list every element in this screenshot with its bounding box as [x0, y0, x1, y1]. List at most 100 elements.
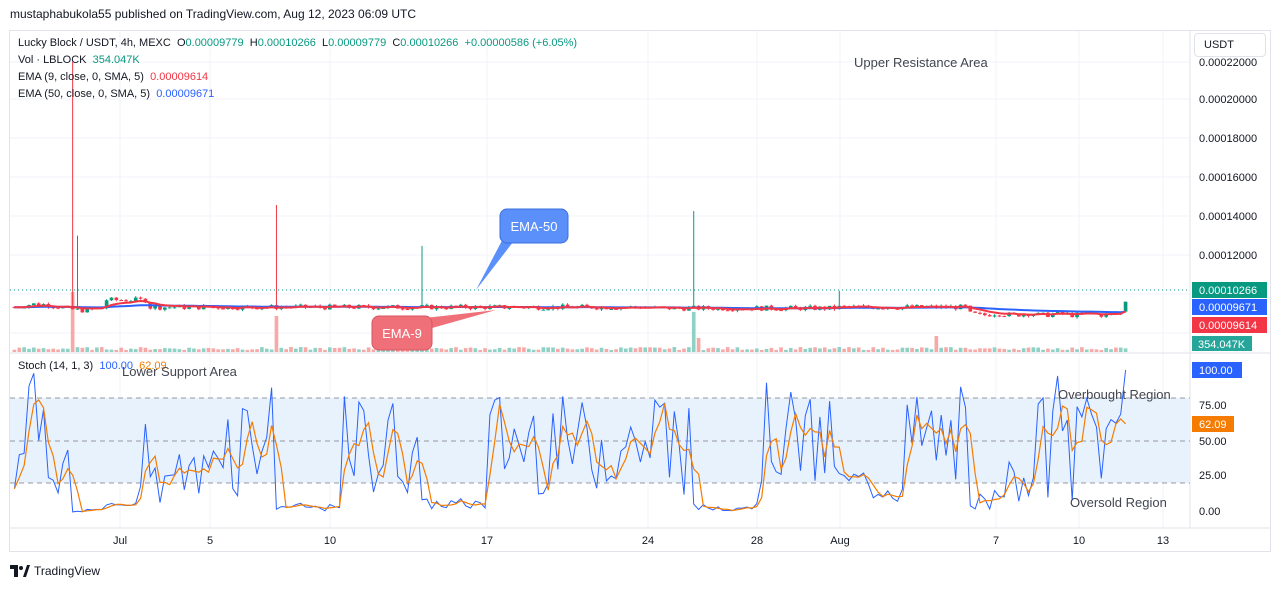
volume-bar [784, 349, 788, 352]
legend-ohlc-row: Lucky Block / USDT, 4h, MEXC O0.00009779… [18, 35, 577, 52]
candle-body [298, 304, 303, 306]
candle-body [788, 305, 793, 308]
volume-bar [289, 347, 293, 352]
volume-bar [594, 349, 599, 352]
candle-body [163, 307, 167, 310]
volume-bar [425, 349, 429, 352]
candle-body [1099, 313, 1104, 317]
stoch-k-value: 100.00 [99, 360, 133, 372]
candle-body [133, 297, 138, 302]
volume-bar [890, 349, 895, 352]
volume-bar [648, 347, 652, 352]
volume-bar [682, 348, 686, 352]
volume-bar [895, 349, 900, 352]
volume-bar [313, 347, 318, 352]
volume-bar [337, 347, 342, 352]
volume-bar [70, 292, 75, 352]
volume-bar [609, 349, 614, 352]
volume-bar [900, 347, 905, 352]
volume-bar [944, 347, 948, 352]
volume-bar [769, 347, 774, 352]
volume-bar [56, 349, 60, 352]
price-axis: 0.00022000 0.00020000 0.00018000 0.00016… [1199, 57, 1257, 262]
volume-bar [1050, 349, 1055, 352]
volume-bar [298, 347, 303, 352]
publish-caption: mustaphabukola55 published on TradingVie… [10, 7, 417, 21]
volume-bar [856, 347, 861, 352]
candle-body [124, 300, 128, 302]
upper-resistance-label: Upper Resistance Area [854, 55, 988, 70]
volume-bar [735, 347, 740, 352]
volume-badge: 354.047K [1198, 339, 1246, 351]
volume-bar [206, 347, 211, 352]
candle-body [1002, 316, 1007, 318]
oversold-label: Oversold Region [1070, 495, 1167, 510]
volume-bar [119, 347, 123, 352]
volume-bar [687, 347, 691, 352]
candle-body [1104, 313, 1108, 317]
volume-bar [759, 349, 764, 352]
volume-bar [167, 348, 172, 352]
volume-bar [444, 349, 449, 352]
volume-bar [643, 347, 648, 352]
stoch-level-lines [10, 397, 1190, 484]
volume-bar [1036, 347, 1041, 352]
volume-bar [560, 347, 565, 352]
volume-bar [832, 348, 837, 352]
volume-bar [177, 349, 182, 352]
time-tick: 10 [324, 535, 336, 547]
volume-bar [327, 347, 332, 352]
stoch-d-line [13, 398, 1127, 513]
candle-body [1055, 311, 1060, 314]
candle-body [235, 309, 240, 311]
legend-ema9-label: EMA (9, close, 0, SMA, 5) [18, 71, 144, 83]
currency-button[interactable]: USDT [1194, 33, 1266, 57]
ema9-callout: EMA-9 [371, 310, 496, 351]
volume-bar [201, 348, 206, 352]
volume-bar [638, 347, 643, 352]
volume-bar [963, 347, 968, 352]
volume-bar [172, 348, 177, 352]
volume-bar [978, 348, 982, 352]
volume-bar [788, 347, 793, 352]
volume-bar [255, 349, 259, 352]
volume-bar [871, 347, 876, 352]
time-tick: 17 [481, 535, 493, 547]
candle-body [910, 305, 914, 308]
price-tick: 0.00020000 [1199, 94, 1257, 106]
volume-bar [808, 347, 813, 352]
volume-bar [85, 347, 90, 352]
volume-bar [245, 349, 250, 352]
footer-brand[interactable]: TradingView [10, 564, 100, 578]
volume-bar [754, 348, 759, 352]
volume-bar [667, 348, 672, 352]
volume-bar [473, 348, 478, 352]
time-tick: 28 [751, 535, 763, 547]
volume-bar [1046, 348, 1050, 352]
candle-body [405, 309, 410, 311]
volume-bar [1017, 349, 1021, 352]
volume-bar [793, 349, 798, 352]
legend-c-value: 0.00010266 [400, 37, 459, 49]
volume-bar [1031, 347, 1036, 352]
time-tick: 7 [993, 535, 999, 547]
volume-bar [502, 349, 507, 352]
volume-bar [36, 348, 41, 352]
volume-bar [852, 348, 856, 352]
candle-body [158, 305, 162, 310]
volume-bar [983, 348, 987, 352]
volume-bar [885, 349, 890, 352]
legend-vol-label: Vol · LBLOCK [18, 54, 87, 66]
volume-bar [376, 348, 381, 352]
candle-body [609, 308, 614, 310]
candle-body [565, 304, 570, 307]
volume-bar [32, 347, 36, 352]
candle-body [376, 308, 381, 310]
volume-bar [934, 336, 939, 352]
volume-bar [973, 349, 977, 352]
volume-bar [876, 349, 880, 352]
volume-bar [323, 349, 327, 352]
volume-bar [17, 347, 22, 352]
volume-bar [536, 349, 541, 352]
